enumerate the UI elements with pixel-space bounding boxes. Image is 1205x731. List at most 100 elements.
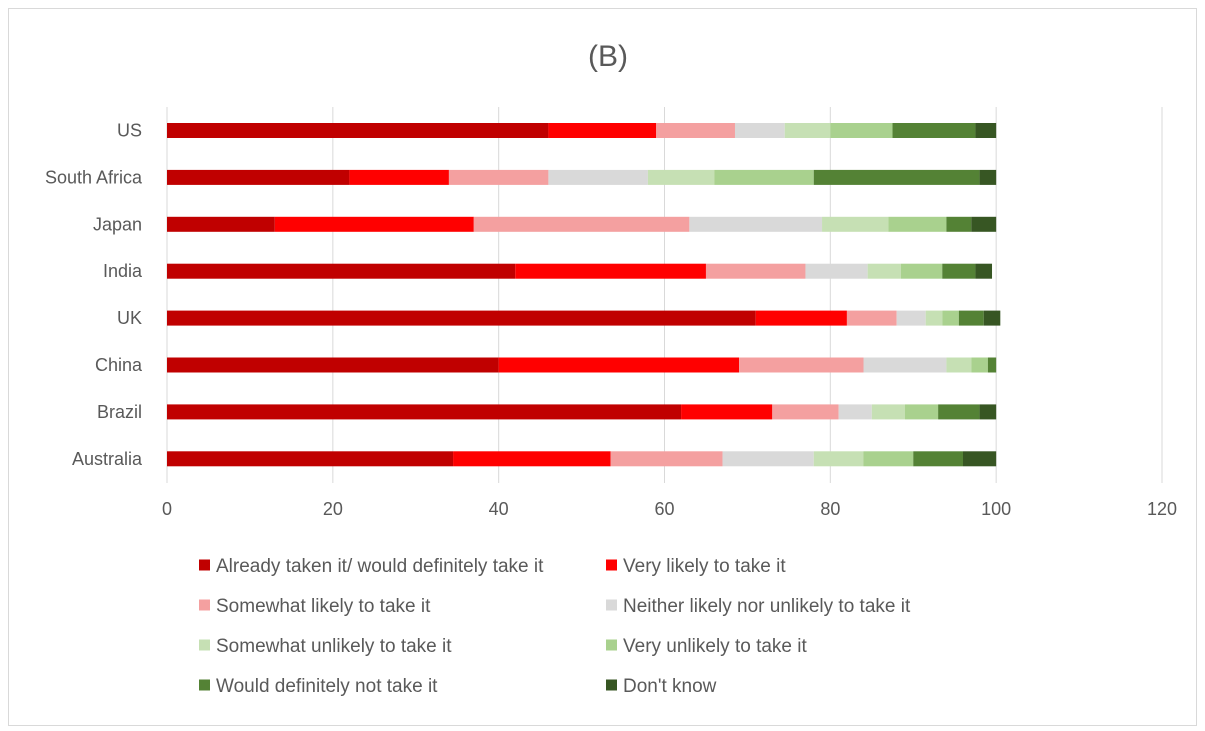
bar-segment	[838, 404, 872, 420]
legend-label: Don't know	[623, 676, 717, 697]
legend-item: Don't know	[606, 676, 717, 697]
bar-segment	[942, 310, 959, 326]
legend-label: Very unlikely to take it	[623, 636, 807, 657]
bar-segment	[867, 263, 901, 279]
legend-item: Very unlikely to take it	[606, 636, 807, 657]
bar-segment	[705, 263, 806, 279]
bar-segment	[515, 263, 706, 279]
legend-swatch	[606, 559, 617, 571]
x-tick-label: 40	[489, 499, 509, 519]
x-axis-tick-labels: 0 20 40 60 80 100 120	[162, 499, 1177, 519]
legend-swatch	[199, 679, 210, 691]
bar-segment	[892, 123, 976, 138]
legend: Already taken it/ would definitely take …	[199, 556, 911, 697]
bar-segment	[896, 310, 926, 326]
bar-segment	[987, 357, 997, 373]
bar-segment	[983, 310, 1001, 326]
bar-segment	[167, 357, 499, 373]
bar-segment	[784, 123, 831, 138]
bar-segment	[498, 357, 740, 373]
legend-label: Neither likely nor unlikely to take it	[623, 596, 911, 617]
gridlines	[166, 107, 1163, 483]
legend-label: Somewhat unlikely to take it	[216, 636, 452, 657]
bar-segment	[813, 451, 864, 467]
x-tick-label: 120	[1147, 499, 1177, 519]
legend-swatch	[199, 639, 210, 651]
bar-segment	[938, 404, 980, 420]
category-label: Australia	[72, 449, 143, 469]
bar-segment	[900, 263, 943, 279]
x-tick-label: 100	[981, 499, 1011, 519]
bar-segment	[656, 123, 735, 138]
legend-item: Somewhat likely to take it	[199, 596, 431, 617]
bar-segment	[681, 404, 773, 420]
legend-swatch	[606, 639, 617, 651]
bar-segment	[689, 216, 823, 232]
category-label: China	[95, 355, 143, 375]
bar-segment	[548, 123, 657, 138]
legend-swatch	[199, 599, 210, 611]
x-tick-label: 20	[323, 499, 343, 519]
legend-label: Very likely to take it	[623, 556, 786, 577]
bar-segment	[863, 451, 914, 467]
bar-segment	[813, 169, 980, 185]
chart-frame: (B) US South Africa Japan India UK China Brazi…	[8, 8, 1197, 726]
category-label: Japan	[93, 214, 142, 234]
x-tick-label: 60	[654, 499, 674, 519]
bar-segment	[975, 123, 997, 138]
bar-segment	[647, 169, 715, 185]
category-label: South Africa	[45, 167, 143, 187]
bar-segment	[739, 357, 864, 373]
bar-segment	[888, 216, 947, 232]
legend-swatch	[199, 559, 210, 571]
legend-item: Very likely to take it	[606, 556, 786, 577]
legend-label: Somewhat likely to take it	[216, 596, 431, 617]
bar-segment	[167, 216, 275, 232]
chart-title: (B)	[588, 40, 628, 73]
bar-segment	[822, 216, 889, 232]
bar-segment	[274, 216, 474, 232]
bar-segment	[167, 169, 350, 185]
legend-label: Already taken it/ would definitely take …	[216, 556, 544, 577]
bar-segment	[913, 451, 963, 467]
category-label: Brazil	[97, 402, 142, 422]
bar-segment	[805, 263, 868, 279]
stacked-bar-chart: (B) US South Africa Japan India UK China Brazi…	[45, 40, 1177, 697]
legend-item: Neither likely nor unlikely to take it	[606, 596, 911, 617]
bar-segment	[830, 123, 893, 138]
bar-segment	[734, 123, 785, 138]
bar-segment	[167, 451, 454, 467]
bar-segment	[942, 263, 976, 279]
bar-segment	[755, 310, 847, 326]
bar-segment	[946, 216, 972, 232]
bar-segment	[971, 357, 988, 373]
category-label: India	[103, 261, 143, 281]
bar-segment	[863, 357, 947, 373]
category-label: US	[117, 121, 142, 141]
bar-segment	[946, 357, 972, 373]
legend-swatch	[606, 599, 617, 611]
bar-segment	[167, 123, 549, 138]
bar-segment	[975, 263, 993, 279]
x-tick-label: 0	[162, 499, 172, 519]
bar-segment	[167, 263, 516, 279]
bar-segment	[979, 169, 997, 185]
bar-segment	[548, 169, 648, 185]
bar-segment	[453, 451, 611, 467]
bar-segment	[610, 451, 723, 467]
category-labels: US South Africa Japan India UK China Brazil Aus…	[45, 121, 143, 469]
legend-item: Already taken it/ would definitely take …	[199, 556, 544, 577]
bar-segment	[448, 169, 549, 185]
bar-segment	[772, 404, 839, 420]
bar-segment	[871, 404, 905, 420]
legend-item: Would definitely not take it	[199, 676, 438, 697]
bar-segment	[925, 310, 943, 326]
bar-segment	[167, 404, 682, 420]
bar-segment	[473, 216, 690, 232]
bar-segment	[722, 451, 814, 467]
category-label: UK	[117, 308, 142, 328]
bar-segment	[979, 404, 997, 420]
legend-item: Somewhat unlikely to take it	[199, 636, 452, 657]
bar-segment	[349, 169, 449, 185]
bar-segment	[963, 451, 997, 467]
